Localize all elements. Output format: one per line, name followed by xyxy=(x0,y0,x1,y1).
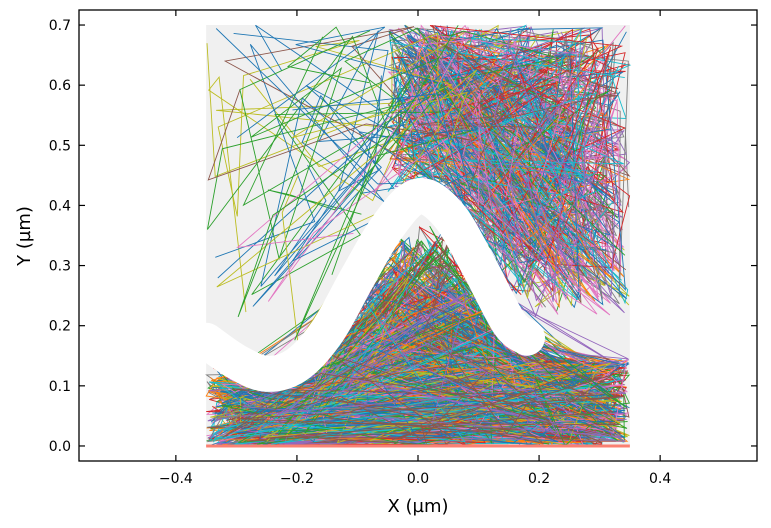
y-tick-label: 0.6 xyxy=(49,78,71,94)
x-tick-label: −0.2 xyxy=(280,471,314,487)
trajectory-series xyxy=(222,294,621,446)
trajectory-series xyxy=(240,291,623,439)
trajectory-series xyxy=(237,25,459,341)
plot-area xyxy=(188,24,632,448)
trajectory-series xyxy=(236,39,465,302)
trajectory-lines xyxy=(205,24,632,447)
trajectory-series xyxy=(206,35,458,230)
trajectory-series xyxy=(416,31,617,297)
x-tick-label: 0.2 xyxy=(528,471,550,487)
x-tick-label: 0.4 xyxy=(649,471,671,487)
trajectory-series xyxy=(236,26,440,307)
trajectory-series xyxy=(389,37,617,281)
trajectory-series xyxy=(239,27,440,275)
y-axis: 0.0 0.1 0.2 0.3 0.4 0.5 0.6 0.7 xyxy=(49,18,757,455)
y-tick-label: 0.5 xyxy=(49,138,71,154)
trajectory-series xyxy=(221,263,625,439)
y-tick-label: 0.0 xyxy=(49,439,71,455)
trajectory-series xyxy=(217,73,472,279)
y-tick-label: 0.2 xyxy=(49,319,71,335)
y-tick-label: 0.4 xyxy=(49,198,71,214)
x-axis: −0.4 −0.2 0.0 0.2 0.4 xyxy=(159,10,671,487)
y-tick-label: 0.1 xyxy=(49,379,71,395)
y-axis-label: Y (µm) xyxy=(14,206,35,267)
trajectory-series xyxy=(398,28,626,280)
x-axis-label: X (µm) xyxy=(387,496,448,517)
obstacle-shape xyxy=(188,178,546,392)
y-tick-label: 0.3 xyxy=(49,259,71,275)
y-tick-label: 0.7 xyxy=(49,18,71,34)
trajectory-series xyxy=(423,30,626,256)
x-tick-label: −0.4 xyxy=(159,471,193,487)
trajectory-series xyxy=(389,41,625,208)
trajectory-series xyxy=(213,247,594,445)
trajectory-series xyxy=(206,32,454,217)
trajectory-series xyxy=(478,28,625,302)
trajectory-series xyxy=(242,36,471,295)
x-tick-label: 0.0 xyxy=(407,471,429,487)
